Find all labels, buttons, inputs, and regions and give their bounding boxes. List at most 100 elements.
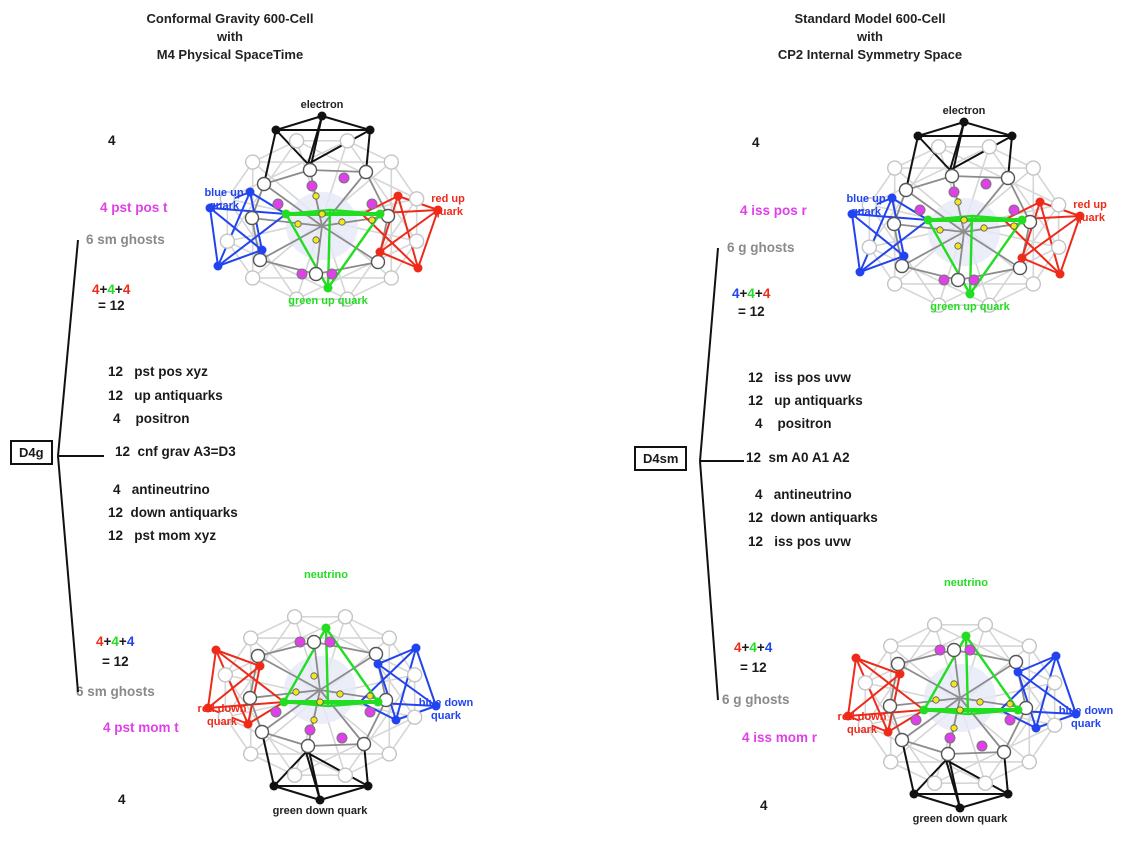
frame-edge bbox=[901, 697, 961, 741]
quark-edge bbox=[1035, 655, 1057, 729]
web-edge bbox=[938, 146, 1060, 206]
lepton-node bbox=[913, 131, 923, 141]
left-d4-box: D4g bbox=[10, 440, 53, 465]
magenta-node bbox=[914, 204, 926, 216]
lepton-edge bbox=[949, 135, 1013, 171]
web-edge bbox=[294, 616, 416, 676]
ghost-node bbox=[926, 775, 943, 791]
frame-edge bbox=[959, 661, 1017, 699]
quark-edge bbox=[1059, 215, 1081, 275]
row-label: pst pos xyz bbox=[134, 364, 208, 379]
right-row-1: 12 iss pos uvw bbox=[748, 370, 851, 385]
quark-edge bbox=[247, 701, 285, 725]
lepton-node bbox=[1003, 789, 1013, 799]
quark-node bbox=[1013, 705, 1023, 715]
ghost-node bbox=[243, 746, 259, 762]
yellow-node bbox=[338, 218, 346, 226]
yellow-node bbox=[294, 220, 302, 228]
inner-node bbox=[252, 252, 268, 268]
ghost-node bbox=[861, 239, 878, 255]
yellow-node bbox=[312, 236, 320, 244]
quark-edge bbox=[1021, 215, 1081, 259]
yellow-node bbox=[950, 680, 958, 688]
quark-node bbox=[413, 263, 423, 273]
row-label: iss pos uvw bbox=[774, 370, 851, 385]
right-top-pos: 4 iss pos r bbox=[740, 203, 807, 218]
left-sum-top: 4+4+4 bbox=[92, 282, 131, 297]
frame-edge bbox=[365, 171, 389, 217]
magenta-node bbox=[324, 636, 336, 648]
inner-node bbox=[940, 746, 956, 762]
quark-node bbox=[281, 209, 291, 219]
ghost-node bbox=[337, 609, 354, 625]
row-label: up antiquarks bbox=[774, 393, 863, 408]
quark-node bbox=[1013, 667, 1023, 677]
ghost-node bbox=[288, 133, 305, 149]
magenta-node bbox=[272, 198, 284, 210]
lepton-edge bbox=[951, 121, 965, 177]
quark-node bbox=[1017, 215, 1027, 225]
yellow-node bbox=[310, 716, 318, 724]
lepton-edge bbox=[307, 745, 321, 801]
yellow-node bbox=[310, 672, 318, 680]
quark-edge bbox=[379, 195, 399, 253]
quark-edge bbox=[859, 197, 893, 273]
web-edge bbox=[934, 724, 1056, 784]
inner-node bbox=[1000, 170, 1016, 186]
figure-top-label: green down quark bbox=[913, 813, 1009, 825]
quark-edge bbox=[1055, 655, 1077, 715]
quark-edge bbox=[855, 657, 889, 733]
frame-edge bbox=[251, 217, 323, 227]
ghost-node bbox=[1050, 197, 1067, 213]
magenta-node bbox=[336, 732, 348, 744]
quark-edge bbox=[855, 657, 901, 675]
row-count: 12 bbox=[748, 534, 764, 549]
yellow-node bbox=[366, 692, 374, 700]
left-title-line-2: with bbox=[217, 29, 243, 44]
quark-node bbox=[393, 191, 403, 201]
quark-node bbox=[887, 193, 897, 203]
figure-left-label: quark bbox=[209, 200, 240, 212]
lepton-edge bbox=[905, 135, 919, 191]
lepton-edge bbox=[307, 129, 371, 165]
yellow-node bbox=[980, 224, 988, 232]
ghost-node bbox=[406, 667, 423, 683]
lepton-node bbox=[365, 125, 375, 135]
figure-nodes bbox=[203, 609, 441, 805]
quark-edge bbox=[379, 209, 439, 253]
frame-edge bbox=[901, 231, 965, 267]
yellow-node bbox=[336, 690, 344, 698]
quark-edge bbox=[215, 649, 285, 703]
quark-edge bbox=[361, 195, 399, 215]
quark-node bbox=[961, 631, 971, 641]
ghost-node bbox=[930, 297, 947, 313]
lepton-node bbox=[1007, 131, 1017, 141]
figure-nodes bbox=[205, 111, 443, 307]
right-title-line-1: Standard Model 600-Cell bbox=[794, 11, 946, 26]
figure-right-label: quark bbox=[1075, 212, 1106, 224]
row-count: 12 bbox=[108, 505, 124, 520]
row-count: 4 bbox=[113, 482, 121, 497]
frame-edge bbox=[901, 739, 949, 755]
magenta-node bbox=[304, 724, 316, 736]
web-edge bbox=[989, 146, 1034, 169]
frame-edge bbox=[905, 175, 953, 191]
lepton-node bbox=[955, 803, 965, 813]
figure-right-label: quark bbox=[433, 206, 464, 218]
yellow-node bbox=[1010, 222, 1018, 230]
quark-node bbox=[323, 283, 333, 293]
ghost-node bbox=[245, 270, 261, 286]
quark-edge bbox=[397, 195, 419, 269]
web-edge bbox=[296, 240, 418, 300]
figure-right-label: quark bbox=[431, 710, 462, 722]
inner-node bbox=[242, 690, 258, 706]
lepton-edge bbox=[275, 129, 309, 165]
ghost-node bbox=[1046, 717, 1063, 733]
quark-edge bbox=[209, 207, 263, 251]
magenta-node bbox=[366, 198, 378, 210]
inner-node bbox=[882, 698, 898, 714]
right-sum-bottom-eq: = 12 bbox=[740, 660, 767, 675]
ghost-node bbox=[857, 675, 874, 691]
left-ghosts-top: 6 sm ghosts bbox=[86, 232, 165, 247]
